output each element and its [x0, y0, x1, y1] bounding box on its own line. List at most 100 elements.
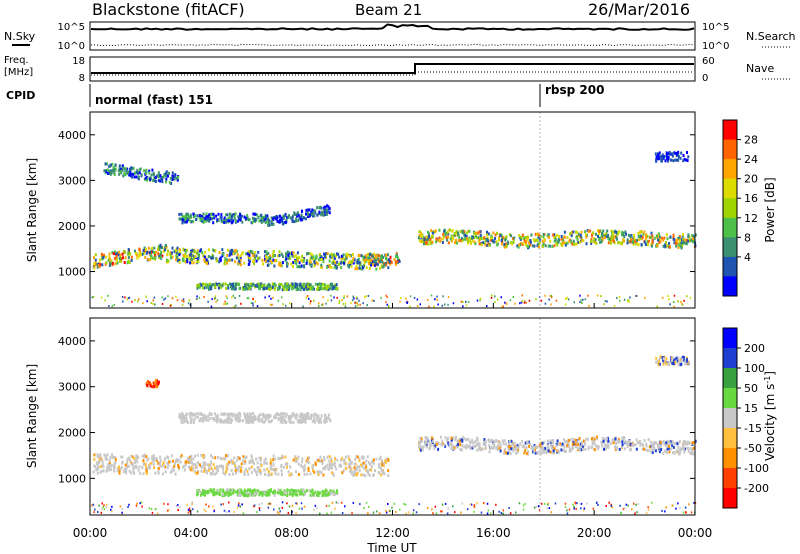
range-cell	[251, 420, 254, 424]
range-cell	[428, 443, 431, 447]
range-cell	[647, 449, 650, 453]
range-cell	[243, 488, 246, 492]
range-cell	[243, 472, 246, 476]
range-cell	[203, 465, 206, 469]
range-cell	[343, 458, 346, 462]
range-cell	[513, 236, 516, 240]
range-cell	[431, 436, 434, 440]
range-cell	[685, 442, 688, 446]
range-cell	[687, 449, 690, 453]
range-cell	[239, 218, 242, 222]
range-cell	[331, 285, 334, 288]
range-cell	[341, 261, 344, 264]
range-cell	[274, 472, 277, 476]
range-cell	[236, 506, 239, 509]
range-cell	[222, 467, 224, 471]
range-cell	[272, 454, 275, 458]
range-cell	[255, 259, 258, 263]
range-cell	[121, 508, 124, 510]
range-cell	[278, 413, 281, 417]
range-cell	[196, 453, 199, 457]
range-cell	[211, 217, 214, 220]
range-cell	[233, 216, 236, 220]
range-cell	[269, 254, 272, 258]
range-cell	[502, 442, 505, 446]
range-cell	[631, 508, 633, 511]
range-cell	[467, 239, 469, 243]
range-cell	[213, 488, 216, 492]
range-cell	[594, 444, 597, 448]
range-cell	[143, 169, 145, 173]
range-cell	[378, 463, 380, 466]
range-cell	[294, 285, 297, 289]
range-cell	[271, 285, 274, 289]
range-cell	[143, 453, 146, 457]
range-cell	[275, 416, 278, 420]
range-cell	[451, 447, 454, 451]
range-cell	[434, 229, 437, 233]
range-cell	[177, 458, 180, 462]
range-cell	[252, 304, 254, 307]
range-cell	[585, 235, 588, 239]
range-cell	[186, 212, 189, 216]
range-cell	[358, 266, 361, 270]
range-cell	[307, 285, 310, 289]
range-cell	[388, 305, 390, 308]
range-cell	[220, 217, 223, 221]
range-cell	[526, 440, 529, 444]
range-cell	[205, 258, 208, 262]
range-cell	[127, 465, 130, 468]
range-cell	[691, 449, 694, 453]
range-cell	[215, 300, 217, 303]
range-cell	[291, 251, 294, 255]
range-cell	[171, 297, 174, 300]
range-cell	[272, 217, 275, 221]
range-cell	[246, 216, 249, 220]
range-cell	[363, 258, 366, 262]
range-cell	[437, 447, 440, 451]
range-cell	[127, 248, 130, 251]
range-cell	[631, 443, 634, 447]
range-cell	[248, 287, 251, 290]
range-cell	[193, 463, 196, 467]
range-cell	[656, 244, 659, 248]
range-cell	[297, 455, 300, 459]
range-cell	[476, 299, 479, 302]
range-cell	[154, 471, 157, 475]
range-cell	[175, 254, 178, 258]
range-cell	[118, 465, 120, 469]
range-cell	[234, 260, 237, 264]
range-cell	[176, 252, 179, 256]
range-cell	[178, 253, 181, 257]
range-cell	[241, 503, 243, 506]
range-cell	[309, 417, 312, 421]
range-cell	[537, 450, 540, 454]
range-cell	[657, 232, 660, 236]
range-cell	[309, 260, 312, 264]
range-cell	[278, 491, 281, 495]
range-cell	[328, 207, 331, 211]
range-cell	[601, 444, 604, 448]
range-cell	[452, 302, 455, 305]
range-cell	[218, 260, 221, 264]
range-cell	[255, 470, 257, 474]
nsearch-line	[90, 43, 695, 47]
range-cell	[672, 356, 675, 360]
range-cell	[302, 259, 305, 263]
range-cell	[219, 456, 222, 460]
range-cell	[249, 285, 252, 289]
range-cell	[163, 173, 166, 177]
station-title: Blackstone (fitACF)	[92, 0, 245, 19]
range-cell	[536, 446, 539, 450]
range-cell	[126, 457, 129, 461]
range-cell	[268, 221, 270, 225]
range-cell	[322, 490, 325, 494]
range-cell	[240, 490, 243, 494]
range-cell	[552, 449, 555, 453]
range-cell	[328, 259, 331, 263]
range-cell	[671, 504, 673, 507]
range-cell	[279, 418, 282, 422]
range-cell	[241, 252, 244, 256]
range-cell	[269, 414, 272, 418]
range-cell	[564, 243, 567, 247]
